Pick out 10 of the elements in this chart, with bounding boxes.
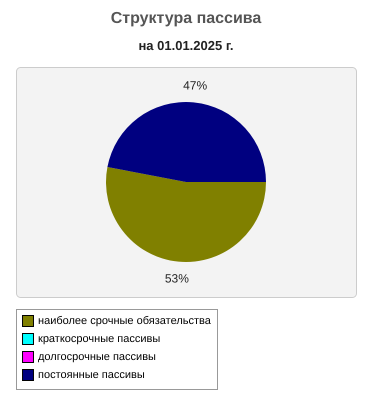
pie-slice bbox=[106, 167, 266, 262]
chart-subtitle: на 01.01.2025 г. bbox=[138, 38, 234, 53]
legend-label: наиболее срочные обязательства bbox=[38, 315, 212, 327]
data-label: 53% bbox=[164, 272, 190, 286]
data-label: 47% bbox=[183, 78, 208, 92]
pie-slice bbox=[107, 102, 266, 182]
chart-title: Структура пассива bbox=[110, 10, 262, 27]
legend-label: краткосрочные пассивы bbox=[38, 333, 160, 345]
legend-label: постоянные пассивы bbox=[38, 369, 145, 381]
legend-label: долгосрочные пассивы bbox=[38, 351, 156, 363]
